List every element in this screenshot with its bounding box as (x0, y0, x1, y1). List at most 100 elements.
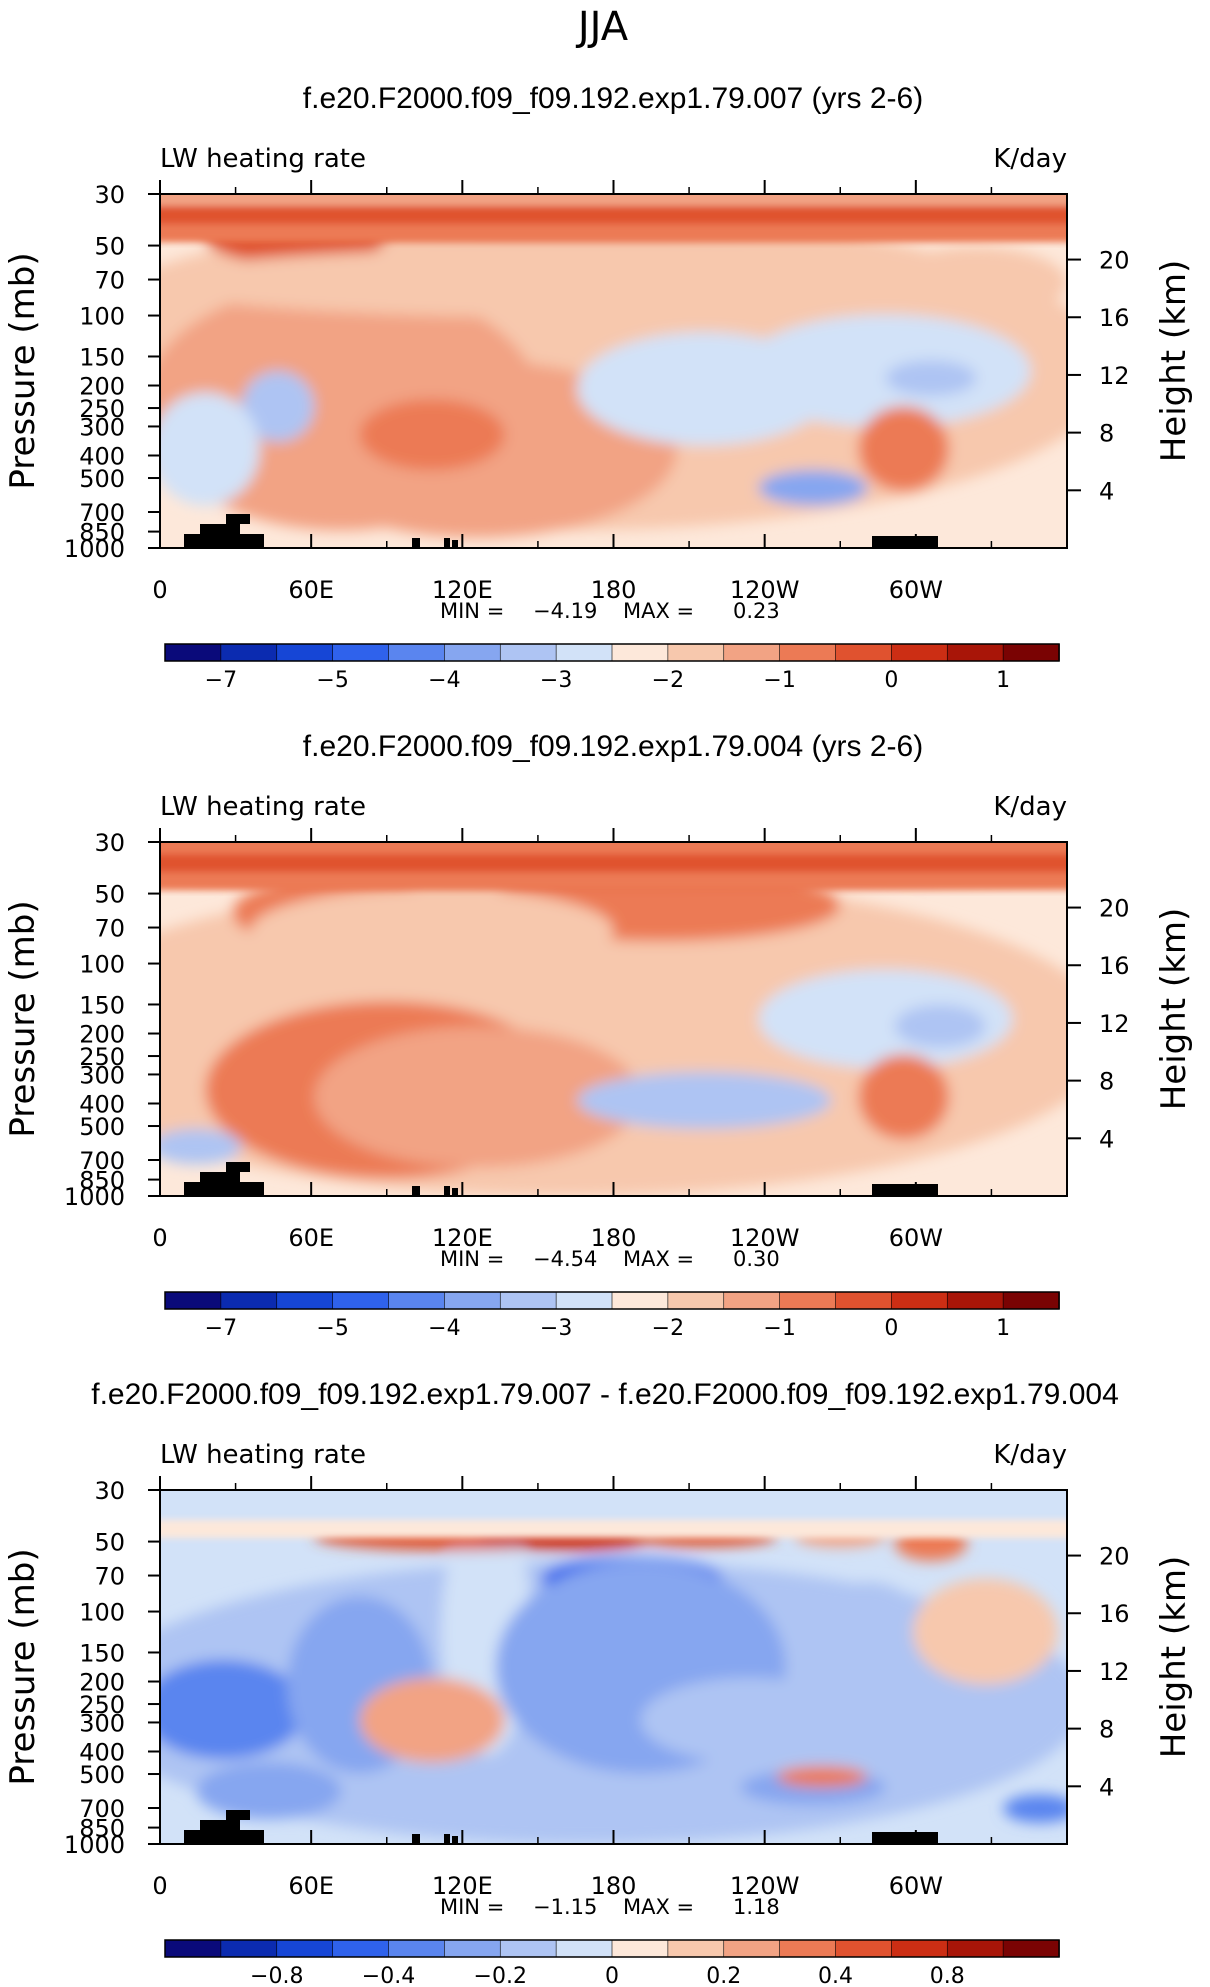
height-tick-label: 12 (1099, 362, 1130, 390)
longitude-axis: 0 60E 120E 180 120W 60W (152, 828, 993, 1252)
topography (412, 1834, 420, 1844)
longitude-tick-label: 60W (889, 576, 943, 604)
pressure-axis-title: Pressure (mb) (3, 252, 43, 489)
contour-region (196, 1762, 342, 1820)
pressure-tick-label: 70 (94, 915, 125, 943)
colorbar-label: 0.8 (930, 1964, 965, 1987)
contour-region (160, 1659, 306, 1760)
min-max-readout: MIN = −4.54 MAX = 0.30 (440, 1247, 780, 1271)
longitude-tick-label: 180 (591, 576, 637, 604)
min-label: MIN = (440, 1895, 504, 1919)
colorbar-swatch (667, 1939, 725, 1958)
colorbar-swatch (499, 1291, 557, 1310)
colorbar-label: 0 (884, 1316, 898, 1341)
contour-region (912, 1578, 1058, 1685)
height-axis: 20 16 12 8 4 Height (km) (1067, 1543, 1194, 1801)
height-tick-label: 20 (1099, 1543, 1130, 1571)
longitude-tick-label: 0 (152, 1224, 167, 1252)
longitude-tick-label: 60E (288, 1872, 334, 1900)
colorbar-swatch (779, 1291, 837, 1310)
colorbar-swatch (611, 1939, 669, 1958)
min-label: MIN = (440, 599, 504, 623)
contour-region (858, 1054, 950, 1140)
max-value: 1.18 (733, 1895, 780, 1919)
pressure-tick-label: 150 (79, 343, 125, 371)
colorbar-swatch (499, 643, 557, 662)
colorbar-swatch (835, 643, 893, 662)
colorbar-swatch (388, 643, 446, 662)
upper-band (160, 1520, 1067, 1538)
colorbar-label: −1 (763, 668, 795, 693)
colorbar-swatch (499, 1939, 557, 1958)
pressure-tick-label: 400 (79, 442, 125, 470)
colorbar-label: −2 (652, 1316, 684, 1341)
contour-region (1003, 1794, 1067, 1823)
topography (226, 1162, 250, 1172)
longitude-tick-label: 180 (591, 1224, 637, 1252)
longitude-tick-label: 60E (288, 576, 334, 604)
colorbar-swatch (667, 643, 725, 662)
pressure-tick-label: 300 (79, 413, 125, 441)
pressure-tick-label: 500 (79, 1113, 125, 1141)
colorbar-swatch (891, 1291, 949, 1310)
colorbar-swatch (444, 643, 502, 662)
colorbar-swatch (220, 643, 278, 662)
contour-field (160, 1490, 1067, 1844)
height-axis-title: Height (km) (1154, 260, 1194, 463)
colorbar-swatch (444, 1939, 502, 1958)
pressure-tick-label: 70 (94, 267, 125, 295)
topography (872, 1184, 938, 1196)
height-tick-label: 4 (1099, 1773, 1114, 1801)
height-axis: 20 16 12 8 4 Height (km) (1067, 247, 1194, 505)
panel-title: f.e20.F2000.f09_f09.192.exp1.79.007 - f.… (91, 1378, 1119, 1411)
height-tick-label: 4 (1099, 1125, 1114, 1153)
contour-region (577, 1072, 832, 1129)
colorbar-swatch (220, 1939, 278, 1958)
colorbar: −0.8 −0.4 −0.2 0 0.2 0.4 0.8 (164, 1939, 1060, 1987)
colorbar-label: 1 (996, 1316, 1010, 1341)
longitude-tick-label: 120E (432, 1224, 493, 1252)
colorbar-label: −7 (205, 668, 237, 693)
contour-region (776, 1766, 868, 1788)
colorbar-swatch (779, 1939, 837, 1958)
topography (200, 524, 240, 534)
colorbar-swatch (835, 1939, 893, 1958)
max-value: 0.30 (733, 1247, 780, 1271)
contour-region (250, 888, 614, 973)
colorbar-swatch (723, 643, 781, 662)
colorbar-swatch (276, 1939, 334, 1958)
pressure-tick-label: 30 (94, 181, 125, 209)
units-label: K/day (993, 144, 1067, 174)
colorbar-swatch (220, 1291, 278, 1310)
contour-region (359, 399, 505, 471)
colorbar-swatch (276, 643, 334, 662)
pressure-tick-label: 700 (79, 1795, 125, 1823)
pressure-tick-label: 850 (79, 1815, 125, 1843)
colorbar-label: −7 (205, 1316, 237, 1341)
topography (412, 1186, 420, 1196)
variable-label: LW heating rate (160, 1440, 366, 1470)
colorbar-swatch (946, 1291, 1004, 1310)
pressure-tick-label: 250 (79, 395, 125, 423)
colorbar-label: −0.8 (250, 1964, 303, 1987)
topography (444, 1834, 450, 1844)
height-tick-label: 4 (1099, 477, 1114, 505)
colorbar-swatch (444, 1291, 502, 1310)
colorbar-swatch (164, 1939, 222, 1958)
min-max-readout: MIN = −1.15 MAX = 1.18 (440, 1895, 780, 1919)
max-label: MAX = (623, 599, 694, 623)
colorbar-swatch (164, 643, 222, 662)
longitude-tick-label: 0 (152, 1872, 167, 1900)
height-tick-label: 20 (1099, 247, 1130, 275)
pressure-tick-label: 70 (94, 1563, 125, 1591)
chart-panel-2: f.e20.F2000.f09_f09.192.exp1.79.004 (yrs… (3, 730, 1194, 1341)
colorbar-swatch (276, 1291, 334, 1310)
upper-band (160, 224, 1067, 242)
panel-title: f.e20.F2000.f09_f09.192.exp1.79.004 (yrs… (303, 730, 923, 763)
pressure-tick-label: 50 (94, 233, 125, 261)
topography (226, 1810, 250, 1820)
pressure-tick-label: 200 (79, 1669, 125, 1697)
